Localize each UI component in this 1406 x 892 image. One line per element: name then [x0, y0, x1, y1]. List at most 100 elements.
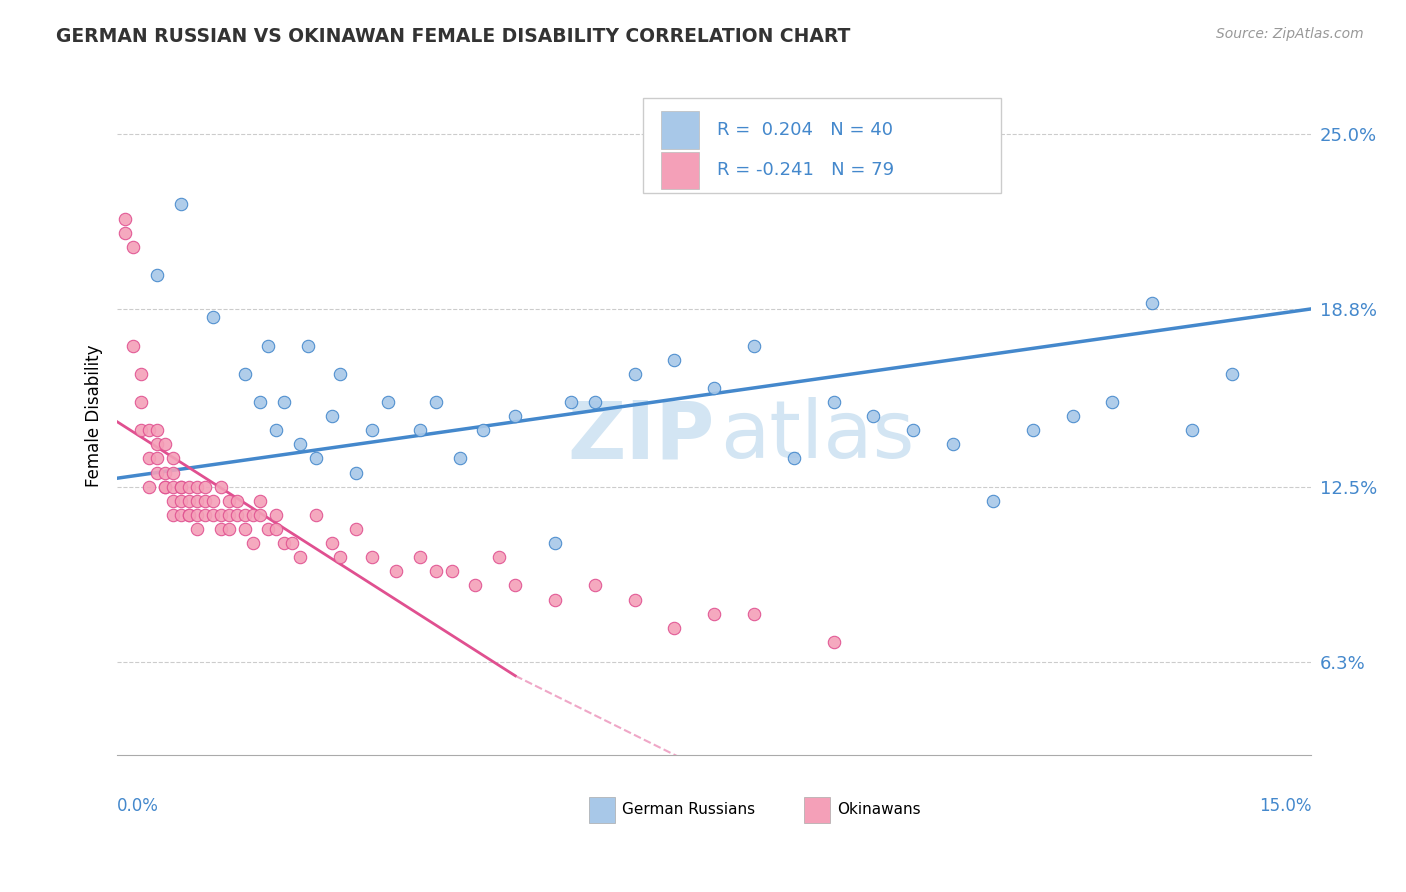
Point [114, 211, 136, 226]
Point [321, 536, 343, 550]
Point [209, 508, 232, 522]
Point [742, 338, 765, 352]
Point [170, 480, 193, 494]
Point [623, 367, 645, 381]
Point [209, 480, 232, 494]
Text: R = -0.241   N = 79: R = -0.241 N = 79 [717, 161, 894, 179]
Point [472, 423, 495, 437]
Point [162, 508, 184, 522]
Point [242, 536, 264, 550]
Point [560, 395, 582, 409]
Point [177, 493, 200, 508]
Text: Okinawans: Okinawans [837, 802, 921, 817]
Point [114, 226, 136, 240]
Point [138, 480, 160, 494]
Point [344, 466, 367, 480]
Point [194, 508, 217, 522]
Point [281, 536, 304, 550]
Point [385, 565, 408, 579]
Point [464, 578, 486, 592]
Point [321, 409, 343, 424]
Text: German Russians: German Russians [623, 802, 755, 817]
Point [186, 493, 208, 508]
Text: GERMAN RUSSIAN VS OKINAWAN FEMALE DISABILITY CORRELATION CHART: GERMAN RUSSIAN VS OKINAWAN FEMALE DISABI… [56, 27, 851, 45]
Point [218, 493, 240, 508]
Text: 0.0%: 0.0% [117, 797, 159, 815]
Point [153, 480, 176, 494]
Bar [661, 112, 699, 149]
Point [266, 508, 288, 522]
Text: 15.0%: 15.0% [1258, 797, 1312, 815]
Point [242, 508, 264, 522]
Point [186, 480, 208, 494]
Point [233, 367, 256, 381]
Point [177, 508, 200, 522]
Point [146, 451, 169, 466]
Point [703, 381, 725, 395]
Point [129, 423, 152, 437]
Bar [661, 152, 699, 189]
Point [344, 522, 367, 536]
Point [664, 352, 686, 367]
Point [862, 409, 884, 424]
Point [1022, 423, 1045, 437]
Point [583, 395, 606, 409]
Point [186, 522, 208, 536]
Point [305, 451, 328, 466]
Point [942, 437, 965, 451]
Point [194, 480, 217, 494]
Point [425, 395, 447, 409]
Point [981, 493, 1004, 508]
Point [903, 423, 925, 437]
Point [425, 565, 447, 579]
Point [266, 423, 288, 437]
Point [177, 508, 200, 522]
Point [153, 437, 176, 451]
Point [162, 451, 184, 466]
Point [249, 493, 271, 508]
Point [218, 508, 240, 522]
Point [361, 423, 384, 437]
Point [440, 565, 463, 579]
Point [1220, 367, 1243, 381]
Point [233, 522, 256, 536]
Bar [804, 797, 830, 822]
Point [225, 508, 247, 522]
Point [544, 536, 567, 550]
Point [257, 522, 280, 536]
Point [249, 508, 271, 522]
Point [297, 338, 319, 352]
Point [153, 466, 176, 480]
Point [146, 268, 169, 282]
Point [703, 607, 725, 621]
Point [503, 409, 526, 424]
Point [225, 493, 247, 508]
Point [146, 466, 169, 480]
Point [194, 493, 217, 508]
Point [170, 508, 193, 522]
Point [377, 395, 399, 409]
Bar [589, 797, 616, 822]
Point [583, 578, 606, 592]
Point [329, 367, 352, 381]
Point [783, 451, 806, 466]
Point [273, 536, 295, 550]
Point [122, 240, 145, 254]
Text: R =  0.204   N = 40: R = 0.204 N = 40 [717, 120, 893, 138]
Point [329, 550, 352, 565]
Point [138, 423, 160, 437]
Point [170, 197, 193, 211]
Point [122, 338, 145, 352]
Point [305, 508, 328, 522]
Text: atlas: atlas [720, 398, 915, 475]
Point [153, 480, 176, 494]
Point [488, 550, 510, 565]
FancyBboxPatch shape [643, 98, 1001, 193]
Point [177, 480, 200, 494]
Point [290, 550, 312, 565]
Point [1140, 296, 1163, 310]
Point [544, 592, 567, 607]
Point [361, 550, 384, 565]
Point [449, 451, 471, 466]
Point [170, 480, 193, 494]
